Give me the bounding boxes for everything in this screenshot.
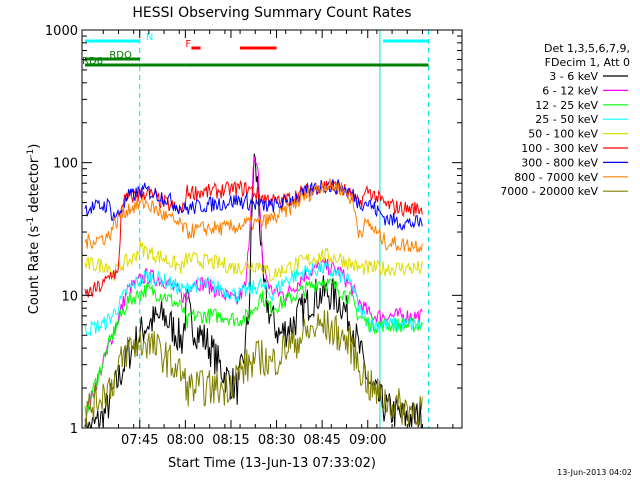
legend-label-2: 6 - 12 keV <box>542 84 598 97</box>
series-line-6 <box>84 179 423 298</box>
overlay-label-n: N <box>146 32 153 43</box>
x-axis-label: Start Time (13-Jun-13 07:33:02) <box>168 456 376 471</box>
series-line-3 <box>84 278 423 417</box>
legend-label-9: 7000 - 20000 keV <box>500 185 598 198</box>
series-line-5 <box>84 240 423 282</box>
legend-label-6: 100 - 300 keV <box>521 142 598 155</box>
series-line-2 <box>84 156 423 423</box>
legend-label-7: 300 - 800 keV <box>521 156 598 169</box>
x-tick-label-3: 08:30 <box>258 433 295 448</box>
x-tick-label-4: 08:45 <box>303 433 340 448</box>
plot-frame <box>81 29 463 429</box>
overlay-label-f: F <box>185 39 191 50</box>
timestamp: 13-Jun-2013 04:02 <box>557 468 632 477</box>
x-tick-label-5: 09:00 <box>349 433 386 448</box>
overlay-label-rd6: RD6 <box>82 56 103 67</box>
chart-title: HESSI Observing Summary Count Rates <box>132 5 411 21</box>
series-line-9 <box>84 309 423 428</box>
legend-label-8: 800 - 7000 keV <box>514 171 598 184</box>
series-line-8 <box>84 178 423 254</box>
x-tick-label-1: 08:00 <box>167 433 204 448</box>
y-tick-label-1: 10 <box>61 289 78 304</box>
legend-header-decimation: FDecim 1, Att 0 <box>545 56 630 69</box>
overlay-label-rdo: RDO <box>109 50 132 61</box>
x-tick-label-2: 08:15 <box>212 433 249 448</box>
y-axis: 1 10 100 1000 <box>45 24 462 437</box>
legend-label-4: 25 - 50 keV <box>535 113 598 126</box>
legend-label-5: 50 - 100 keV <box>528 128 598 141</box>
legend: Det 1,3,5,6,7,9, FDecim 1, Att 0 3 - 6 k… <box>500 42 630 198</box>
y-tick-label-2: 100 <box>53 157 78 172</box>
x-axis: 07:45 08:00 08:15 08:30 08:45 09:00 <box>102 30 454 448</box>
x-tick-label-0: 07:45 <box>121 433 158 448</box>
series-line-7 <box>84 178 423 231</box>
legend-header-detectors: Det 1,3,5,6,7,9, <box>544 42 630 55</box>
legend-label-1: 3 - 6 keV <box>549 70 598 83</box>
y-tick-label-3: 1000 <box>45 24 78 39</box>
legend-label-3: 12 - 25 keV <box>535 99 598 112</box>
series-line-4 <box>84 260 423 337</box>
y-tick-label-0: 1 <box>70 422 78 437</box>
y-axis-label: Count Rate (s-1 detector-1) <box>26 144 42 315</box>
plot-area: N F RDO RD6 <box>82 30 430 429</box>
